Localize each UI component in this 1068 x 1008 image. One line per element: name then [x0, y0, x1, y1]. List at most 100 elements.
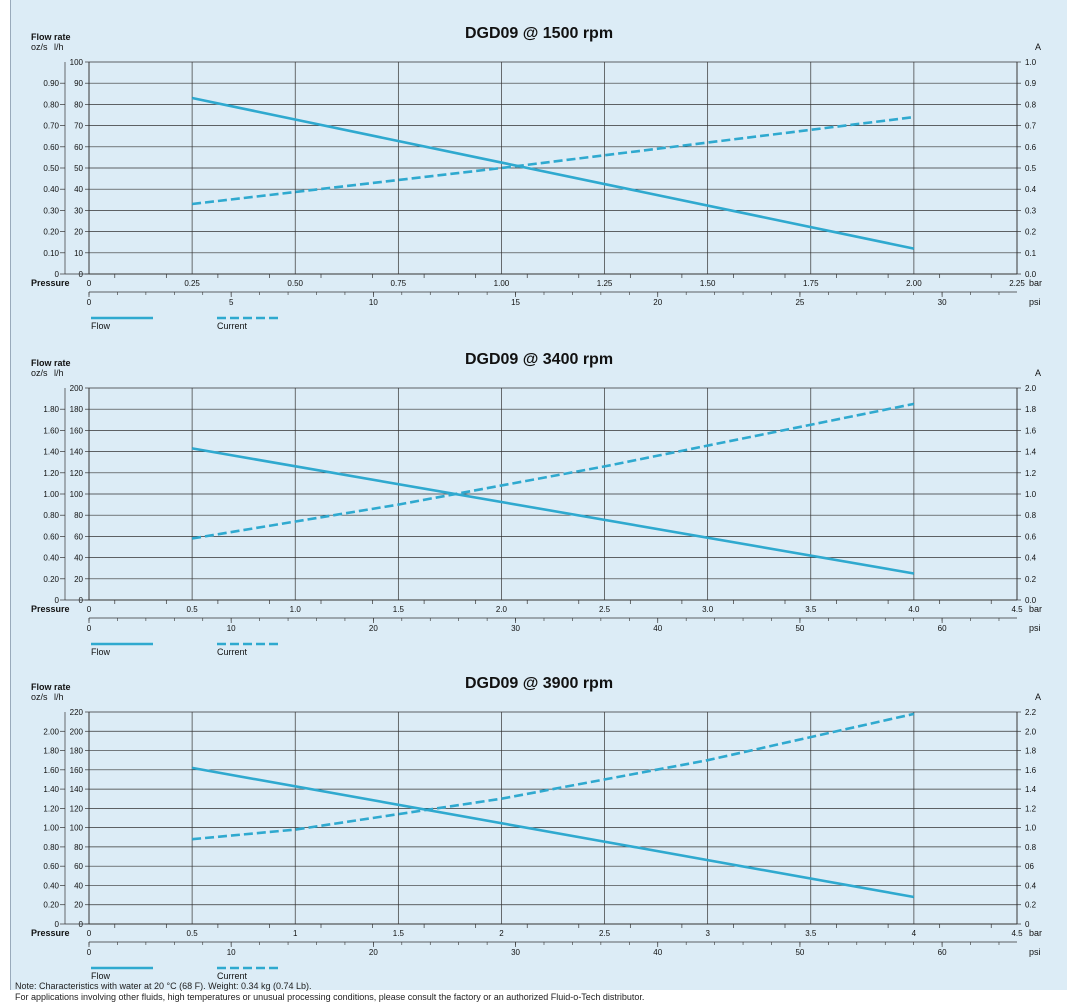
c1-psi-tick-label: 10 [227, 624, 236, 633]
c2-x-bar-tick-label: 0.5 [187, 929, 199, 938]
c1-y-lh-tick-label: 160 [70, 426, 84, 435]
c2-x-bar-tick-label: 3 [705, 929, 710, 938]
c2-y-right-tick-label: 0.4 [1025, 881, 1037, 890]
c0-x-bar-tick-label: 2.25 [1009, 279, 1025, 288]
c0-y-lh-tick-label: 90 [74, 79, 83, 88]
c2-y-right-tick-label: 0.2 [1025, 901, 1037, 910]
c1-y-right-tick-label: 0.4 [1025, 554, 1037, 563]
c0-y-right-tick-label: 0.4 [1025, 185, 1037, 194]
c1-ylabel-right: A [1035, 368, 1041, 378]
c1-y-oz-tick-label: 1.00 [43, 490, 59, 499]
c0-legend-flow-label: Flow [91, 321, 111, 331]
c0-y-oz-tick-label: 0.70 [43, 122, 59, 131]
c2-y-lh-tick-label: 180 [70, 747, 84, 756]
c2-y-lh-tick-label: 20 [74, 901, 83, 910]
c0-x-unit-psi: psi [1029, 297, 1041, 307]
c2-x-bar-tick-label: 4.5 [1011, 929, 1023, 938]
c1-psi-tick-label: 20 [369, 624, 378, 633]
c1-psi-tick-label: 0 [87, 624, 92, 633]
c2-psi-tick-label: 10 [227, 948, 236, 957]
c1-y-right-tick-label: 1.4 [1025, 448, 1037, 457]
c2-x-bar-tick-label: 1 [293, 929, 298, 938]
c2-y-right-tick-label: 0 [1025, 920, 1030, 929]
c0-y-right-tick-label: 0.2 [1025, 228, 1037, 237]
c1-x-bar-tick-label: 2.5 [599, 605, 611, 614]
c0-y-lh-tick-label: 60 [74, 143, 83, 152]
c0-y-right-tick-label: 0.3 [1025, 206, 1037, 215]
c0-y-right-tick-label: 0.8 [1025, 100, 1037, 109]
c1-y-lh-tick-label: 200 [70, 384, 84, 393]
c1-ylabel-lh-unit: l/h [54, 368, 64, 378]
c2-y-right-tick-label: 06 [1025, 862, 1034, 871]
c1-y-oz-tick-label: 1.20 [43, 469, 59, 478]
c0-x-bar-tick-label: 0.75 [391, 279, 407, 288]
c0-y-oz-tick-label: 0.90 [43, 79, 59, 88]
c1-psi-tick-label: 40 [653, 624, 662, 633]
c1-ylabel-left-title: Flow rate [31, 358, 71, 368]
c0-x-bar-tick-label: 1.25 [597, 279, 613, 288]
c2-y-oz-tick-label: 1.20 [43, 804, 59, 813]
c2-psi-tick-label: 50 [795, 948, 804, 957]
c2-y-oz-tick-label: 0.20 [43, 901, 59, 910]
c1-series-current-line [191, 402, 915, 540]
c1-psi-tick-label: 30 [511, 624, 520, 633]
c0-y-lh-tick-label: 10 [74, 249, 83, 258]
c0-y-oz-tick-label: 0.20 [43, 228, 59, 237]
c1-x-bar-tick-label: 3.0 [702, 605, 714, 614]
c0-x-unit-bar: bar [1029, 278, 1042, 288]
c0-y-lh-tick-label: 100 [70, 58, 84, 67]
c0-y-lh-tick-label: 70 [74, 122, 83, 131]
c0-ylabel-left-title: Flow rate [31, 32, 71, 42]
c2-y-lh-tick-label: 160 [70, 766, 84, 775]
c2-y-oz-tick-label: 2.00 [43, 727, 59, 736]
c2-ylabel-right: A [1035, 692, 1041, 702]
c2-y-lh-tick-label: 80 [74, 843, 83, 852]
c0-x-bar-tick-label: 1.00 [494, 279, 510, 288]
c0-y-oz-tick-label: 0.80 [43, 100, 59, 109]
c1-x-bar-tick-label: 1.5 [393, 605, 405, 614]
c0-y-lh-tick-label: 20 [74, 228, 83, 237]
c1-y-right-tick-label: 0.6 [1025, 532, 1037, 541]
c2-y-oz-tick-label: 0.80 [43, 843, 59, 852]
c1-x-bar-tick-label: 1.0 [290, 605, 302, 614]
c1-y-oz-tick-label: 0.40 [43, 554, 59, 563]
c1-title: DGD09 @ 3400 rpm [465, 351, 613, 368]
c1-ylabel-oz-unit: oz/s [31, 368, 48, 378]
c2-title: DGD09 @ 3900 rpm [465, 675, 613, 692]
c1-psi-tick-label: 60 [938, 624, 947, 633]
c0-x-bar-tick-label: 1.50 [700, 279, 716, 288]
c2-ylabel-lh-unit: l/h [54, 692, 64, 702]
c2-y-lh-tick-label: 220 [70, 708, 84, 717]
c2-y-lh-tick-label: 120 [70, 804, 84, 813]
c1-y-lh-tick-label: 140 [70, 448, 84, 457]
c2-y-lh-tick-label: 200 [70, 727, 84, 736]
c1-y-oz-tick-label: 1.40 [43, 448, 59, 457]
c1-y-oz-tick-label: 0.80 [43, 511, 59, 520]
c0-psi-tick-label: 10 [369, 298, 378, 307]
c0-y-right-tick-label: 0.5 [1025, 164, 1037, 173]
c1-y-lh-tick-label: 100 [70, 490, 84, 499]
c1-legend-current-label: Current [217, 647, 248, 657]
c0-y-oz-tick-label: 0.40 [43, 185, 59, 194]
c0-y-oz-tick-label: 0 [55, 270, 60, 279]
c2-psi-tick-label: 0 [87, 948, 92, 957]
c2-y-lh-tick-label: 40 [74, 881, 83, 890]
c2-y-lh-tick-label: 100 [70, 824, 84, 833]
c1-y-right-tick-label: 0.0 [1025, 596, 1037, 605]
c0-y-oz-tick-label: 0.60 [43, 143, 59, 152]
c1-x-bar-tick-label: 2.0 [496, 605, 508, 614]
c1-y-lh-tick-label: 40 [74, 554, 83, 563]
c1-y-oz-tick-label: 0.60 [43, 532, 59, 541]
c0-y-oz-tick-label: 0.30 [43, 206, 59, 215]
c2-legend-current-label: Current [217, 971, 248, 981]
c1-y-oz-tick-label: 1.60 [43, 426, 59, 435]
c2-y-right-tick-label: 1.8 [1025, 747, 1037, 756]
c2-y-right-tick-label: 1.4 [1025, 785, 1037, 794]
c1-x-bar-tick-label: 0 [87, 605, 92, 614]
c1-x-unit-psi: psi [1029, 623, 1041, 633]
c2-y-right-tick-label: 1.2 [1025, 804, 1037, 813]
c2-ylabel-left-title: Flow rate [31, 682, 71, 692]
c0-x-bar-tick-label: 2.00 [906, 279, 922, 288]
c2-x-bar-tick-label: 2 [499, 929, 504, 938]
